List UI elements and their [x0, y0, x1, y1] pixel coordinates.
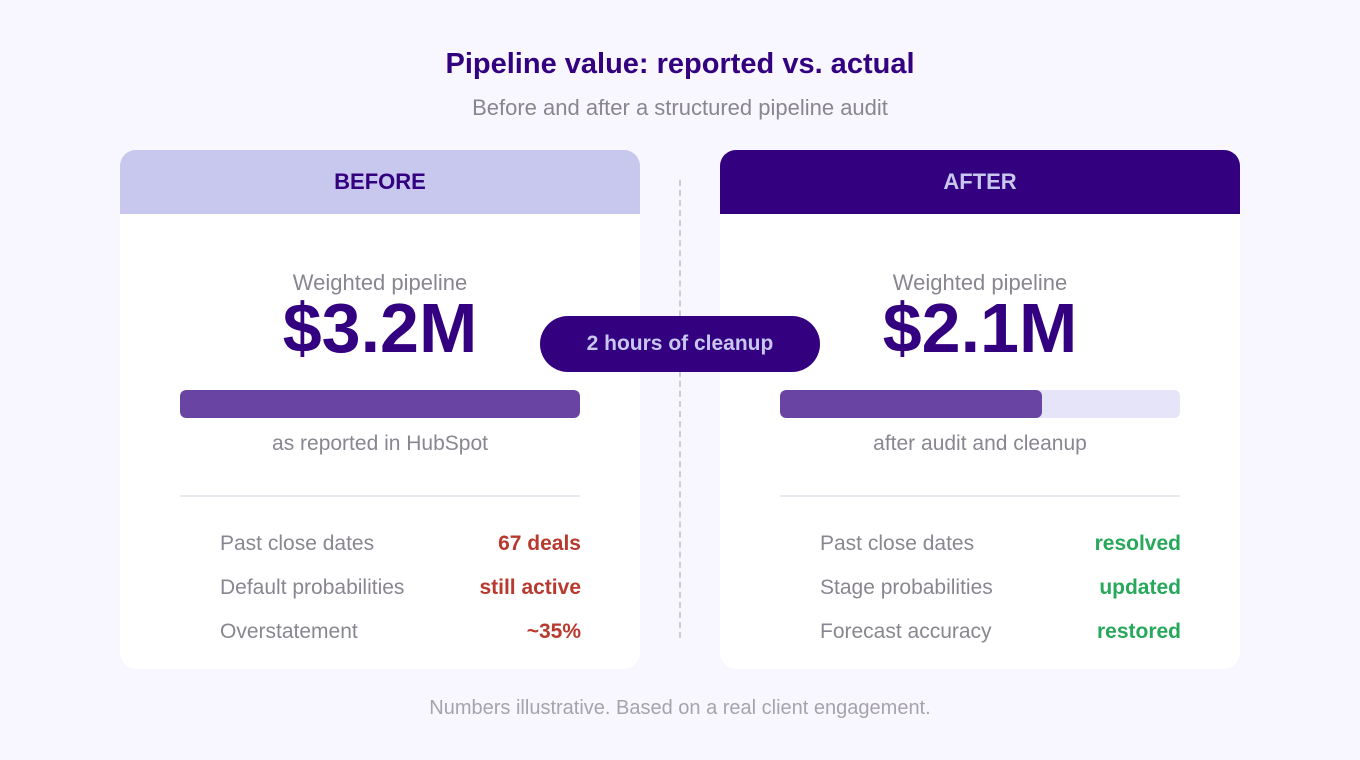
detail-row: Past close dates 67 deals — [220, 522, 581, 566]
before-bar-caption: as reported in HubSpot — [272, 432, 488, 455]
before-metric-label: Weighted pipeline — [292, 270, 468, 295]
after-card-header: AFTER — [720, 150, 1240, 214]
before-bar-fill — [180, 390, 580, 418]
after-bar-track — [780, 390, 1180, 418]
detail-label: Overstatement — [220, 620, 358, 643]
detail-value: updated — [1099, 576, 1181, 599]
detail-label: Past close dates — [220, 532, 375, 555]
before-card: BEFORE Weighted pipeline $3.2M as report… — [120, 150, 640, 669]
after-metric-label: Weighted pipeline — [892, 270, 1068, 295]
detail-label: Past close dates — [820, 532, 975, 555]
before-metric-value: $3.2M — [282, 289, 478, 367]
after-metric-value: $2.1M — [882, 289, 1078, 367]
center-divider — [679, 180, 681, 638]
detail-label: Forecast accuracy — [820, 620, 992, 643]
detail-value: 67 deals — [498, 532, 581, 555]
detail-value: restored — [1096, 620, 1181, 643]
before-card-header: BEFORE — [120, 150, 640, 214]
detail-value: resolved — [1094, 532, 1181, 555]
before-divider — [180, 495, 580, 497]
page-subtitle: Before and after a structured pipeline a… — [472, 95, 888, 120]
detail-label: Stage probabilities — [820, 576, 993, 599]
detail-row: Forecast accuracy restored — [820, 610, 1181, 654]
detail-row: Stage probabilities updated — [820, 566, 1181, 610]
detail-row: Past close dates resolved — [820, 522, 1181, 566]
after-details: Past close dates resolved Stage probabil… — [820, 522, 1181, 654]
after-card: AFTER Weighted pipeline $2.1M after audi… — [720, 150, 1240, 669]
cleanup-pill: 2 hours of cleanup — [540, 316, 820, 372]
detail-row: Default probabilities still active — [220, 566, 581, 610]
after-divider — [780, 495, 1180, 497]
after-bar-fill — [780, 390, 1043, 418]
before-bar-track — [180, 390, 580, 418]
before-details: Past close dates 67 deals Default probab… — [220, 522, 581, 654]
detail-value: still active — [479, 576, 581, 599]
footnote: Numbers illustrative. Based on a real cl… — [429, 697, 931, 719]
detail-row: Overstatement ~35% — [220, 610, 581, 654]
detail-label: Default probabilities — [220, 576, 405, 599]
detail-value: ~35% — [526, 620, 581, 643]
after-bar-caption: after audit and cleanup — [873, 432, 1087, 455]
page-title: Pipeline value: reported vs. actual — [445, 48, 915, 80]
